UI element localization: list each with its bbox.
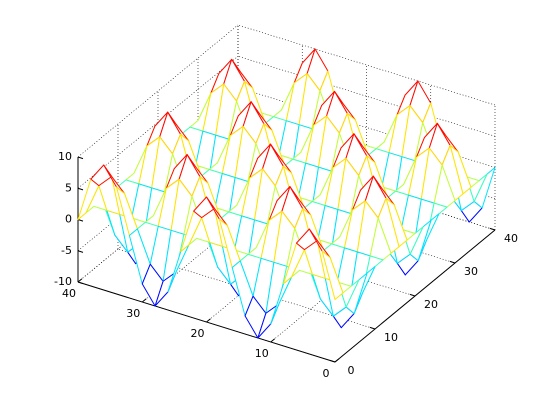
x-tick: [206, 318, 211, 323]
y-tick-label: 40: [504, 232, 518, 245]
y-tick: [409, 293, 416, 297]
y-tick-label: 30: [464, 265, 478, 278]
z-tick-label: -10: [54, 275, 72, 288]
z-tick-label: 5: [65, 181, 72, 194]
x-tick-label: 40: [62, 287, 76, 300]
z-tick: [77, 281, 84, 285]
y-tick-label: 0: [348, 364, 355, 377]
y-tick-label: 10: [384, 331, 398, 344]
y-tick: [449, 260, 456, 264]
mesh-cell: [321, 250, 344, 300]
z-tick-label: 10: [58, 150, 72, 163]
x-tick-label: 0: [323, 367, 330, 380]
z-tick: [77, 250, 84, 253]
z-tick: [77, 187, 84, 191]
y-tick: [369, 326, 376, 330]
y-tick: [329, 359, 336, 363]
y-tick-label: 20: [424, 298, 438, 311]
z-tick: [77, 156, 84, 160]
y-tick: [489, 227, 496, 231]
x-tick: [141, 298, 147, 303]
x-tick: [334, 358, 340, 363]
x-tick: [270, 338, 276, 343]
z-tick-label: 0: [65, 213, 72, 226]
x-tick-label: 20: [191, 327, 205, 340]
x-tick: [77, 278, 83, 283]
x-tick-label: 10: [255, 347, 269, 360]
z-tick: [77, 219, 84, 222]
z-tick-label: -5: [61, 244, 72, 257]
x-tick-label: 30: [126, 307, 140, 320]
